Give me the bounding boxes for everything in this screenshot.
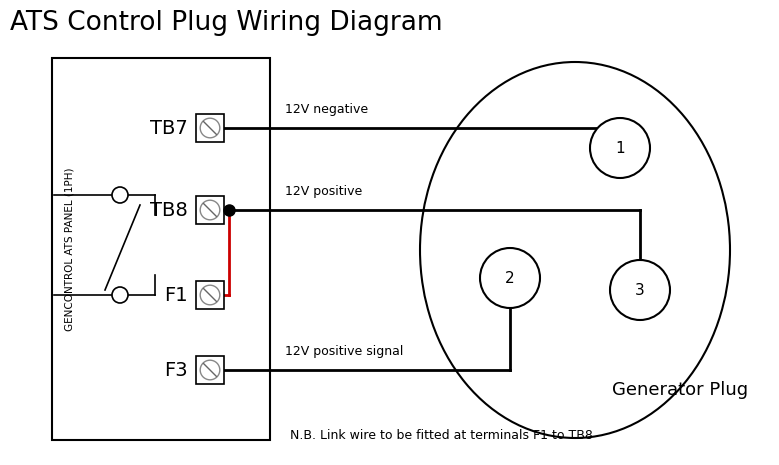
Text: F3: F3 (164, 360, 188, 379)
Circle shape (200, 360, 220, 380)
Circle shape (200, 285, 220, 305)
Bar (196, 114, 224, 142)
Text: 12V positive signal: 12V positive signal (285, 345, 404, 358)
Circle shape (112, 187, 128, 203)
Text: Generator Plug: Generator Plug (612, 381, 748, 399)
Bar (196, 196, 224, 224)
Circle shape (200, 200, 220, 220)
Circle shape (200, 118, 220, 138)
Ellipse shape (420, 62, 730, 438)
Bar (196, 281, 224, 309)
Text: F1: F1 (164, 286, 188, 305)
Text: TB8: TB8 (150, 200, 188, 219)
Text: 12V positive: 12V positive (285, 185, 362, 198)
Text: GENCONTROL ATS PANEL (1PH): GENCONTROL ATS PANEL (1PH) (65, 167, 75, 331)
Text: N.B. Link wire to be fitted at terminals F1 to TB8: N.B. Link wire to be fitted at terminals… (290, 429, 593, 441)
Text: 3: 3 (635, 283, 645, 298)
Circle shape (480, 248, 540, 308)
Text: 1: 1 (615, 140, 625, 155)
Bar (52, 58, 270, 440)
Text: 2: 2 (506, 271, 515, 286)
Bar (196, 356, 224, 384)
Circle shape (590, 118, 650, 178)
Text: ATS Control Plug Wiring Diagram: ATS Control Plug Wiring Diagram (10, 10, 442, 36)
Text: TB7: TB7 (150, 119, 188, 138)
Circle shape (112, 287, 128, 303)
Circle shape (610, 260, 670, 320)
Text: 12V negative: 12V negative (285, 103, 368, 116)
